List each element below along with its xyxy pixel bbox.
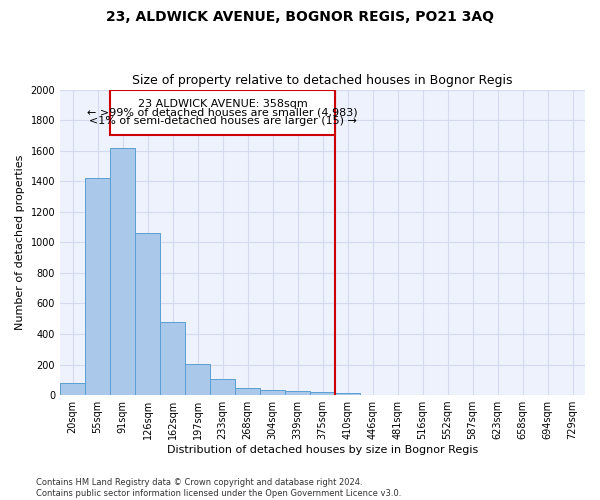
Bar [335, 393, 360, 395]
Bar [210, 379, 235, 395]
Bar [285, 392, 310, 395]
Text: 23 ALDWICK AVENUE: 358sqm: 23 ALDWICK AVENUE: 358sqm [137, 99, 307, 109]
Bar [260, 390, 285, 395]
Bar [235, 388, 260, 395]
Bar [110, 148, 135, 395]
Text: 23, ALDWICK AVENUE, BOGNOR REGIS, PO21 3AQ: 23, ALDWICK AVENUE, BOGNOR REGIS, PO21 3… [106, 10, 494, 24]
Bar [85, 178, 110, 395]
X-axis label: Distribution of detached houses by size in Bognor Regis: Distribution of detached houses by size … [167, 445, 478, 455]
Bar [60, 383, 85, 395]
Text: Contains HM Land Registry data © Crown copyright and database right 2024.
Contai: Contains HM Land Registry data © Crown c… [36, 478, 401, 498]
Y-axis label: Number of detached properties: Number of detached properties [15, 154, 25, 330]
Bar [110, 90, 335, 136]
Bar [310, 392, 335, 395]
Bar [135, 233, 160, 395]
Bar [160, 322, 185, 395]
Bar [185, 364, 210, 395]
Text: ← >99% of detached houses are smaller (4,983): ← >99% of detached houses are smaller (4… [87, 108, 358, 118]
Text: <1% of semi-detached houses are larger (15) →: <1% of semi-detached houses are larger (… [89, 116, 356, 126]
Title: Size of property relative to detached houses in Bognor Regis: Size of property relative to detached ho… [132, 74, 513, 87]
